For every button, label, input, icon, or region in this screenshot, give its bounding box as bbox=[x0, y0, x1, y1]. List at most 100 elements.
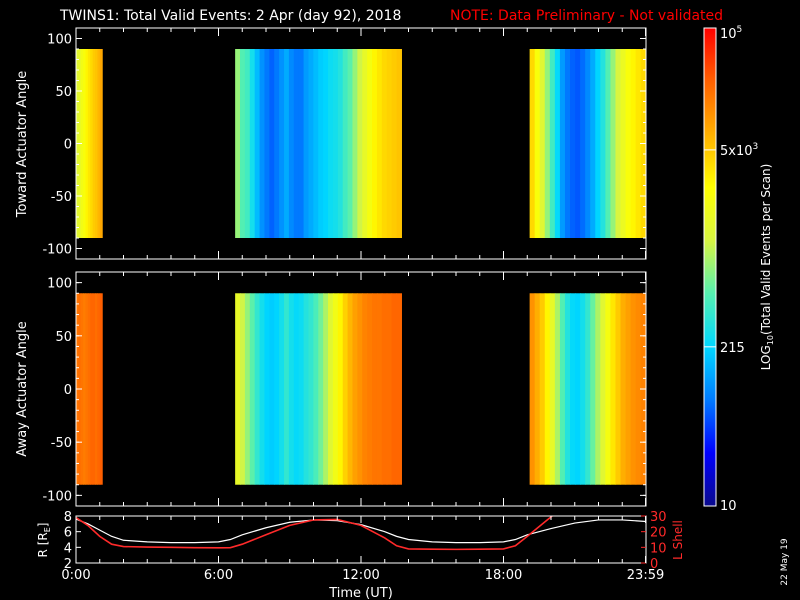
orbit-plot-frame bbox=[75, 515, 647, 564]
away-block-2-column bbox=[549, 293, 556, 485]
r-axis-label-close: ] bbox=[36, 523, 50, 528]
toward-block-1-column bbox=[347, 49, 354, 238]
toward-block-2-column bbox=[575, 49, 581, 238]
toward-block-1-column bbox=[235, 49, 241, 238]
away-x-axis-ticks bbox=[75, 272, 647, 506]
toward-block-1-column bbox=[240, 49, 246, 238]
away-block-0-column bbox=[87, 293, 91, 485]
toward-block-1-column bbox=[293, 49, 300, 238]
toward-block-0-column bbox=[83, 49, 87, 238]
away-block-2-column bbox=[570, 293, 576, 485]
colorbar-tick-base: 215 bbox=[720, 341, 745, 356]
toward-block-2-column bbox=[600, 49, 606, 238]
away-block-2-column bbox=[580, 293, 586, 485]
away-block-2-column bbox=[620, 293, 627, 485]
toward-block-1-column bbox=[367, 49, 373, 238]
toward-block-0-column bbox=[90, 49, 94, 238]
away-block-1-column bbox=[342, 293, 349, 485]
away-block-1-column bbox=[352, 293, 358, 485]
colorbar-label-sub: 10 bbox=[766, 335, 775, 345]
orbit-x-tick-label: 0:00 bbox=[61, 568, 90, 583]
toward-block-2-column bbox=[595, 49, 601, 238]
away-block-1-column bbox=[298, 293, 305, 485]
away-block-1-column bbox=[249, 293, 256, 485]
orbit-y-tick-label: 2 bbox=[64, 557, 72, 572]
away-block-2-column bbox=[615, 293, 622, 485]
orbit-x-tick-label: 23:59 bbox=[627, 568, 664, 583]
toward-block-2-column bbox=[635, 49, 642, 238]
toward-block-1-column bbox=[244, 49, 251, 238]
orbit-y2-tick-label: 30 bbox=[650, 510, 667, 525]
away-block-1-column bbox=[386, 293, 393, 485]
toward-block-1-column bbox=[269, 49, 275, 238]
away-y-tick-label: -100 bbox=[42, 489, 72, 504]
away-block-1-column bbox=[308, 293, 314, 485]
toward-block-1-column bbox=[308, 49, 314, 238]
away-block-2-column bbox=[539, 293, 546, 485]
orbit-y-tick-label: 4 bbox=[64, 541, 72, 556]
away-block-1-column bbox=[381, 293, 388, 485]
toward-block-1-column bbox=[337, 49, 344, 238]
date-stamp: 22 May 19 bbox=[780, 538, 790, 586]
away-block-1-column bbox=[235, 293, 241, 485]
toward-block-1-column bbox=[357, 49, 363, 238]
away-block-1-column bbox=[269, 293, 275, 485]
toward-block-2-column bbox=[570, 49, 576, 238]
away-block-1-column bbox=[293, 293, 300, 485]
away-block-1-column bbox=[264, 293, 270, 485]
away-block-2-column bbox=[635, 293, 642, 485]
orbit-x-tick-label: 6:00 bbox=[204, 568, 233, 583]
toward-y-axis-ticks: 100 50 0 -50 -100 bbox=[42, 33, 646, 258]
away-block-2-column bbox=[585, 293, 591, 485]
away-block-2-column bbox=[559, 293, 566, 485]
colorbar-tick-label: 105 bbox=[720, 25, 742, 42]
away-block-1-column bbox=[318, 293, 324, 485]
toward-block-1-column bbox=[342, 49, 349, 238]
away-block-0-column bbox=[97, 293, 101, 485]
toward-block-1-column bbox=[313, 49, 319, 238]
toward-block-2-column bbox=[534, 49, 541, 238]
toward-block-0-column bbox=[92, 49, 96, 238]
toward-block-2-column bbox=[630, 49, 637, 238]
away-block-1-column bbox=[391, 293, 398, 485]
away-block-1-column bbox=[288, 293, 295, 485]
r-axis-label-sub: E bbox=[43, 527, 52, 532]
toward-block-2-column bbox=[580, 49, 586, 238]
preliminary-note: NOTE: Data Preliminary - Not validated bbox=[450, 8, 723, 24]
toward-block-1-column bbox=[372, 49, 378, 238]
toward-block-1-column bbox=[279, 49, 285, 238]
toward-block-0-column bbox=[85, 49, 89, 238]
toward-block-1-column bbox=[381, 49, 388, 238]
away-block-1-column bbox=[284, 293, 290, 485]
toward-block-1-column bbox=[328, 49, 334, 238]
toward-block-2-column bbox=[615, 49, 622, 238]
toward-block-2-column bbox=[564, 49, 571, 238]
toward-block-2-column bbox=[585, 49, 591, 238]
toward-block-1-column bbox=[391, 49, 398, 238]
chart-title: TWINS1: Total Valid Events: 2 Apr (day 9… bbox=[59, 8, 401, 24]
orbit-y-tick-label: 8 bbox=[64, 510, 72, 525]
away-block-2-column bbox=[554, 293, 561, 485]
toward-block-0-column bbox=[97, 49, 101, 238]
l-shell-line bbox=[76, 516, 554, 551]
colorbar-label-base: LOG bbox=[759, 345, 773, 370]
orbit-y-tick-label: 6 bbox=[64, 526, 72, 541]
away-block-1-column bbox=[328, 293, 334, 485]
toward-x-axis-ticks bbox=[75, 28, 647, 259]
toward-block-0-column bbox=[95, 49, 98, 238]
away-block-1-column bbox=[303, 293, 310, 485]
toward-block-1-column bbox=[386, 49, 393, 238]
away-block-1-column bbox=[376, 293, 383, 485]
toward-block-1-column bbox=[303, 49, 310, 238]
toward-block-1-column bbox=[362, 49, 368, 238]
toward-block-1-column bbox=[332, 49, 339, 238]
orbit-x-tick-label: 12:00 bbox=[342, 568, 379, 583]
colorbar-tick-base: 10 bbox=[720, 27, 737, 42]
away-y-tick-label: 50 bbox=[55, 330, 72, 345]
orbit-y2-tick-label: 20 bbox=[650, 526, 667, 541]
toward-block-2-column bbox=[559, 49, 566, 238]
away-block-0-column bbox=[85, 293, 89, 485]
colorbar-tick-label: 10 bbox=[720, 499, 737, 514]
colorbar-label-rest: (Total Valid Events per Scan) bbox=[759, 164, 773, 335]
away-block-2-column bbox=[630, 293, 637, 485]
